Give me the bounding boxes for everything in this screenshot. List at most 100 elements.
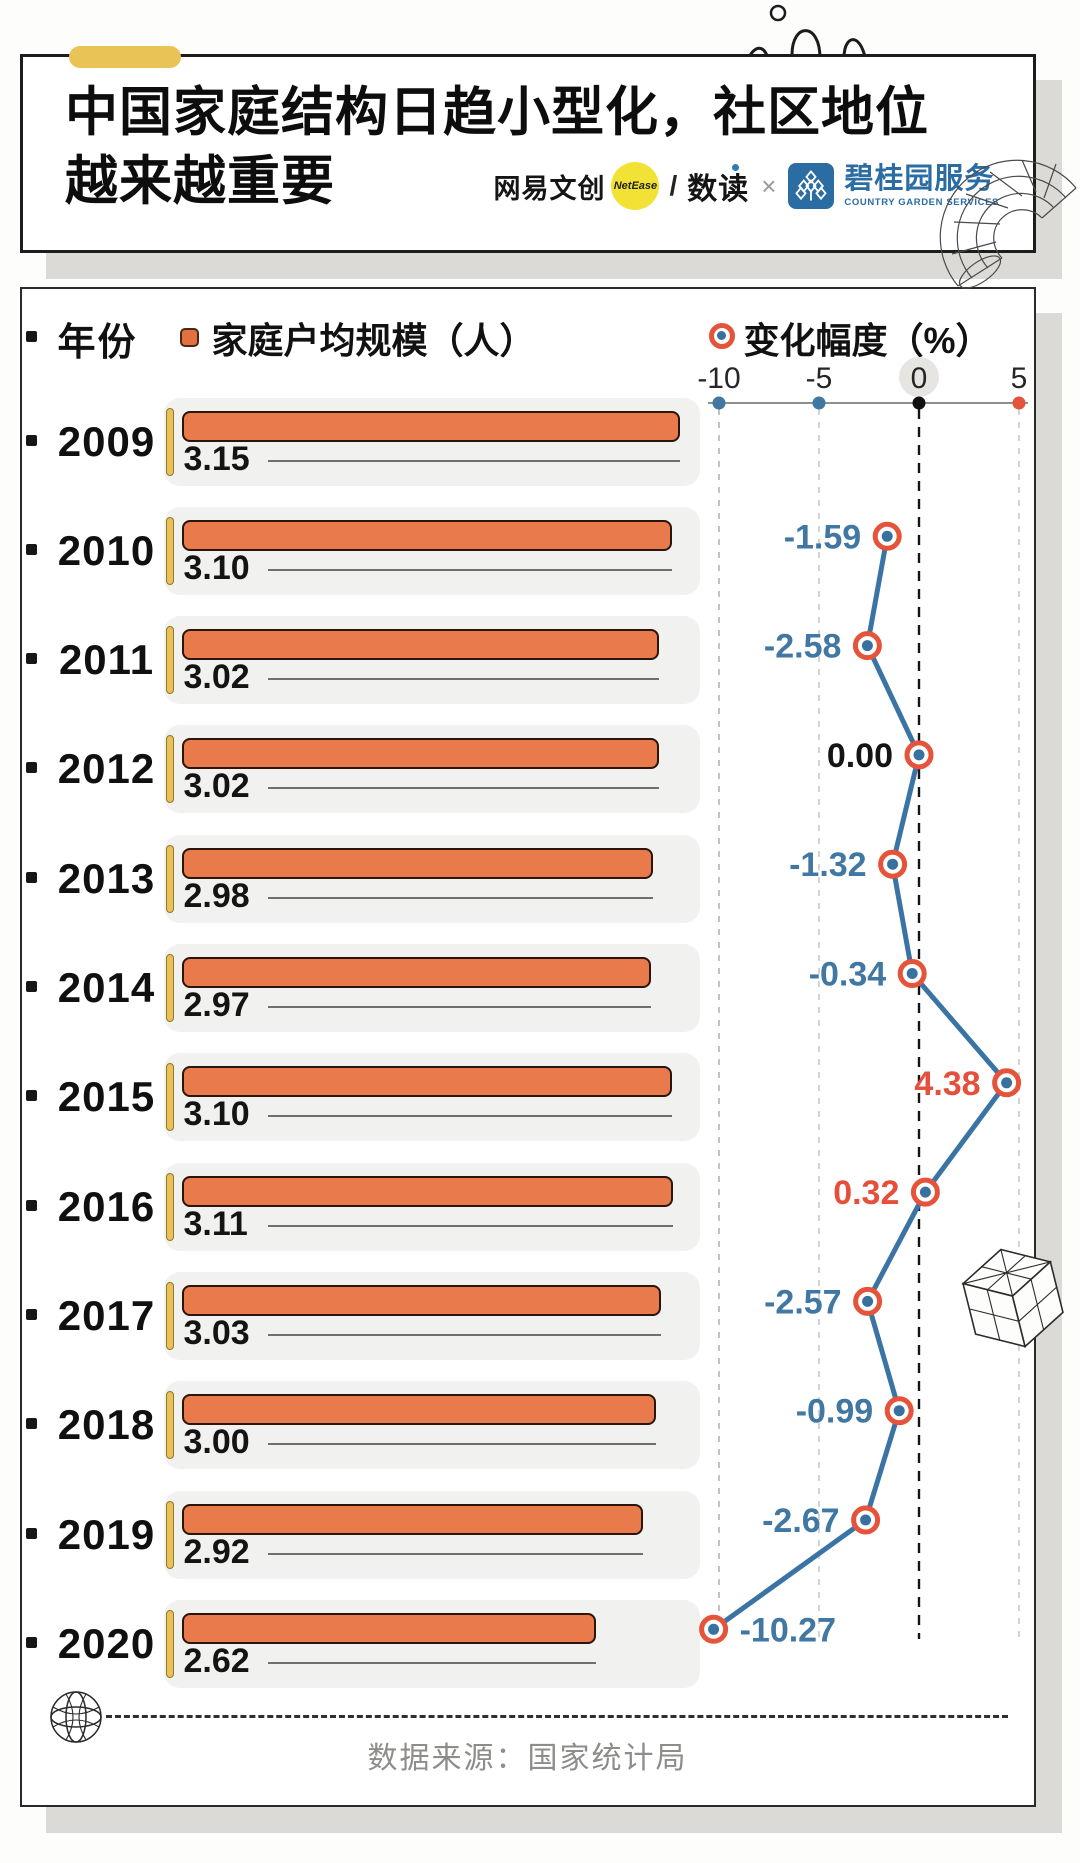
household-size-bar: [181, 410, 680, 442]
household-size-bar: [181, 957, 652, 988]
household-size-bar: [181, 738, 659, 770]
netease-badge-icon: NetEase: [611, 162, 660, 210]
bar-value-label: 3.10: [183, 1095, 250, 1134]
row-bullet: [25, 871, 37, 883]
value-underline: [267, 1661, 596, 1664]
row-bullet: [25, 1636, 37, 1648]
year-label: 2009: [57, 417, 156, 465]
year-label: 2011: [58, 636, 155, 684]
yellow-tick-icon: [165, 1500, 174, 1569]
value-underline: [267, 787, 659, 790]
row-panel: 3.10: [163, 506, 700, 595]
household-size-bar: [181, 1612, 596, 1644]
household-size-bar: [181, 847, 653, 879]
row-panel: 3.11: [163, 1162, 700, 1251]
yellow-tick-icon: [165, 1609, 174, 1678]
year-label: 2014: [57, 964, 156, 1011]
decorative-pill: [69, 46, 181, 68]
blue-dot-icon: [732, 164, 740, 171]
value-underline: [267, 1443, 656, 1446]
bar-value-label: 2.62: [183, 1641, 250, 1680]
bar-value-label: 2.97: [183, 986, 250, 1024]
bar-legend-label: 家庭户均规模（人）: [211, 319, 536, 361]
year-label: 2015: [57, 1073, 156, 1121]
line-legend-label: 变化幅度（%）: [743, 319, 992, 361]
value-underline: [267, 896, 653, 899]
shudu-logo: 数读: [687, 164, 749, 208]
row-panel: 3.02: [163, 616, 700, 705]
row-bullet: [25, 1308, 37, 1320]
times-separator: ×: [761, 170, 777, 201]
year-label: 2012: [57, 745, 156, 793]
row-bullet: [25, 1090, 37, 1102]
year-label: 2019: [57, 1510, 156, 1558]
bar-value-label: 3.10: [183, 548, 250, 587]
row-bullet: [25, 1527, 37, 1539]
row-bullet: [25, 543, 37, 555]
household-size-bar: [181, 1066, 672, 1098]
row-bullet: [25, 762, 37, 774]
data-source-note: 数据来源：国家统计局: [367, 1741, 688, 1775]
cgs-subtitle: COUNTRY GARDEN SERVICES: [844, 196, 999, 208]
yellow-tick-icon: [165, 626, 174, 695]
year-label: 2018: [57, 1401, 156, 1449]
line-legend-marker-icon: [708, 322, 735, 349]
row-panel: 3.10: [163, 1053, 700, 1142]
country-garden-logo-icon: [788, 163, 835, 209]
yellow-tick-icon: [165, 516, 174, 585]
year-label: 2016: [57, 1182, 156, 1230]
value-underline: [267, 1006, 652, 1008]
chart-rows: 2009 3.15 2010 3.10 2011 3.02 2012 3.02 2013 2.98…: [20, 287, 1036, 1807]
value-underline: [267, 568, 672, 571]
row-panel: 2.97: [163, 944, 700, 1032]
bar-value-label: 3.02: [183, 767, 250, 806]
row-panel: 3.00: [163, 1381, 700, 1470]
yellow-tick-icon: [165, 954, 174, 1022]
bar-value-label: 3.02: [183, 658, 250, 697]
value-underline: [267, 1333, 661, 1336]
bar-value-label: 3.00: [183, 1423, 250, 1462]
row-bullet: [25, 434, 37, 446]
yellow-tick-icon: [165, 1391, 174, 1460]
bar-value-label: 2.98: [183, 876, 250, 915]
row-bullet: [25, 1199, 37, 1211]
value-underline: [267, 1552, 644, 1555]
slash-separator: /: [669, 170, 678, 201]
bar-value-label: 3.11: [183, 1204, 248, 1243]
cgs-name: 碧桂园服务: [844, 162, 995, 195]
household-size-bar: [181, 1175, 674, 1207]
sphere-wireframe-icon: [49, 1690, 102, 1743]
country-garden-wordmark: 碧桂园服务 COUNTRY GARDEN SERVICES: [844, 162, 999, 208]
netease-wenchuang-logo: 网易文创: [493, 173, 606, 204]
year-label: 2013: [57, 854, 156, 902]
row-bullet: [25, 653, 37, 665]
brand-row: 网易文创 NetEase / 数读 ×: [493, 162, 999, 210]
household-size-bar: [181, 519, 672, 551]
value-underline: [267, 459, 680, 462]
yellow-tick-icon: [165, 1063, 174, 1132]
household-size-bar: [181, 1394, 656, 1426]
year-label: 2020: [57, 1619, 156, 1667]
bar-value-label: 3.03: [183, 1313, 250, 1352]
household-size-bar: [181, 1284, 661, 1316]
row-bullet: [25, 981, 37, 992]
row-bullet: [25, 1418, 37, 1430]
value-underline: [267, 1115, 672, 1118]
year-label: 2010: [57, 526, 156, 574]
bar-value-label: 2.92: [183, 1532, 250, 1571]
title-line-1: 中国家庭结构日趋小型化，社区地位: [65, 83, 929, 142]
footer-dashed-divider: [105, 1714, 1008, 1718]
household-size-bar: [181, 1503, 644, 1535]
value-underline: [267, 678, 659, 681]
bar-value-label: 3.15: [183, 439, 250, 478]
row-panel: 3.02: [163, 725, 700, 814]
row-panel: 3.03: [163, 1271, 700, 1360]
year-label: 2017: [57, 1291, 156, 1339]
yellow-tick-icon: [165, 1172, 174, 1241]
yellow-tick-icon: [165, 1281, 174, 1350]
value-underline: [267, 1224, 674, 1227]
yellow-tick-icon: [165, 407, 174, 476]
header-bullet: [25, 330, 37, 342]
column-header-year: 年份: [57, 321, 138, 364]
